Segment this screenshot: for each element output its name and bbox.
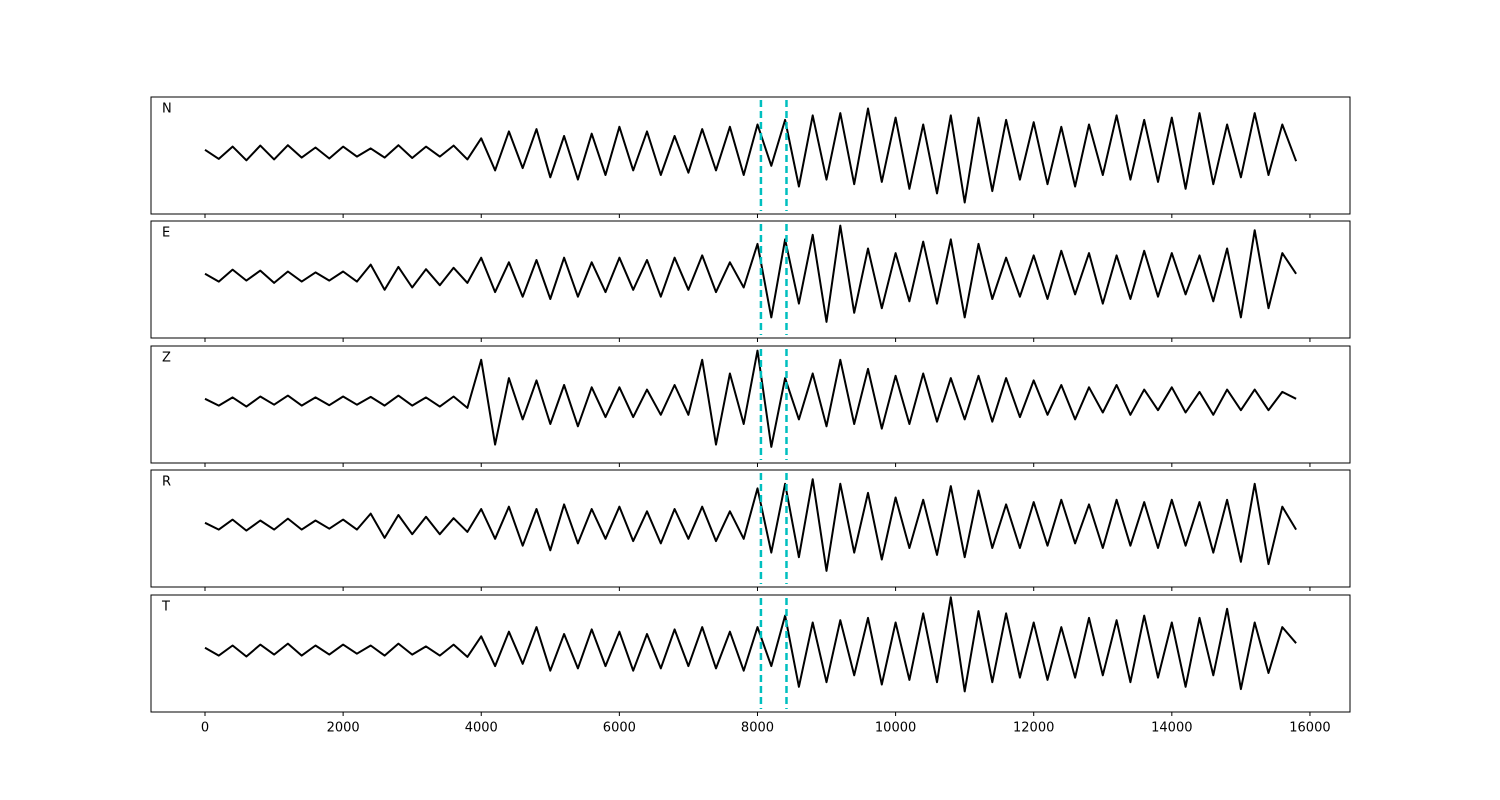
panel-label: R <box>162 475 171 490</box>
x-tick-label: 4000 <box>465 721 498 736</box>
panel-frame <box>150 594 1351 713</box>
x-tick-label: 10000 <box>875 721 916 736</box>
trace <box>204 478 1297 572</box>
x-tick-label: 16000 <box>1289 721 1330 736</box>
trace <box>204 107 1298 204</box>
x-tick-label: 14000 <box>1151 721 1192 736</box>
x-tick-label: 0 <box>201 721 209 736</box>
x-tick-label: 2000 <box>327 721 360 736</box>
panel-label: E <box>162 226 170 241</box>
x-tick-label: 6000 <box>603 721 636 736</box>
panel-frame <box>150 220 1351 339</box>
panel-label: T <box>161 600 170 615</box>
x-tick-label: 8000 <box>741 721 774 736</box>
panel-label: Z <box>162 351 171 366</box>
panel-frame <box>150 345 1351 464</box>
x-tick-label: 12000 <box>1013 721 1054 736</box>
trace <box>204 349 1297 448</box>
trace <box>204 224 1297 323</box>
panel-frame <box>150 469 1351 588</box>
panel-frame <box>150 96 1351 215</box>
trace <box>204 596 1297 693</box>
panel-label: N <box>162 102 172 117</box>
